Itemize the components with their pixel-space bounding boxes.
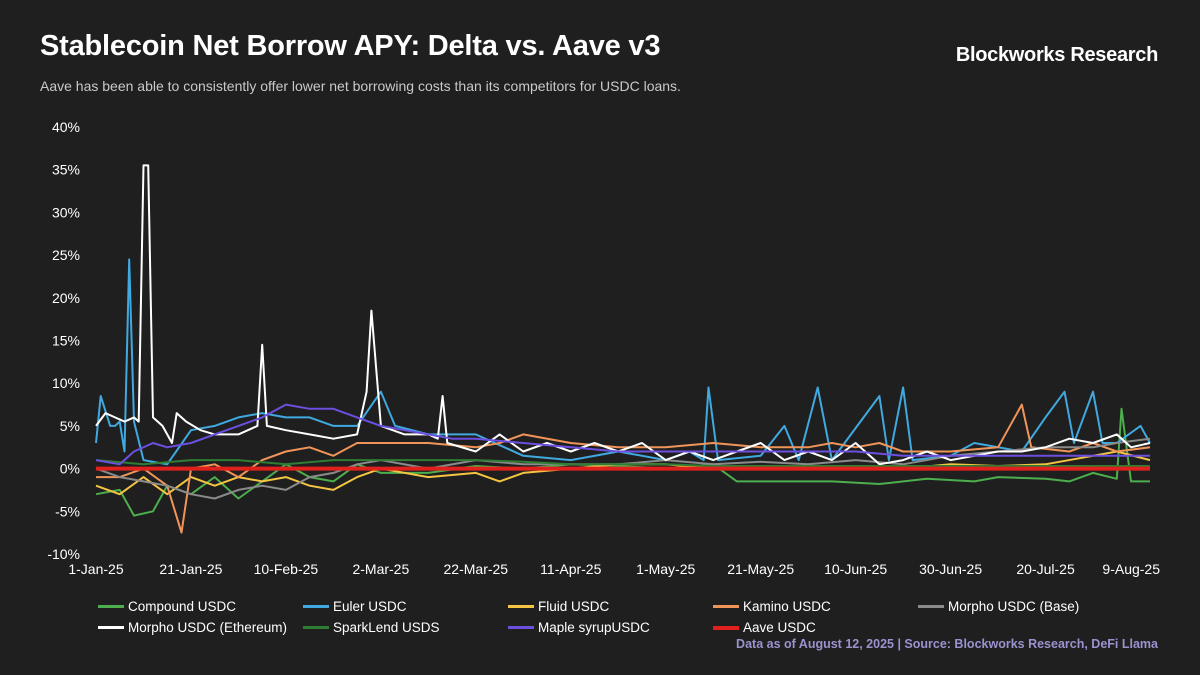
chart-title: Stablecoin Net Borrow APY: Delta vs. Aav…	[40, 30, 661, 62]
x-tick-label: 21-Jan-25	[159, 561, 222, 577]
legend-swatch	[98, 605, 124, 608]
line-chart: 40% 35% 30% 25% 20% 15% 10% 5% 0% -5% -10% 1-Jan-2…	[47, 119, 1160, 577]
x-tick-label: 21-May-25	[727, 561, 794, 577]
x-tick-label: 1-Jan-25	[68, 561, 123, 577]
x-tick-label: 1-May-25	[636, 561, 695, 577]
x-tick-label: 30-Jun-25	[919, 561, 982, 577]
legend: Compound USDC Euler USDC Fluid USDC Kamino …	[98, 598, 1198, 636]
y-tick-label: 40%	[52, 119, 80, 135]
legend-label: Euler USDC	[333, 599, 407, 614]
y-tick-label: -5%	[55, 503, 80, 519]
legend-swatch	[713, 625, 739, 630]
legend-item: Aave USDC	[713, 619, 918, 636]
legend-label: SparkLend USDS	[333, 620, 440, 635]
series-line-fluid-usdc	[95, 450, 1151, 496]
y-tick-label: 0%	[60, 461, 80, 477]
legend-item: Maple syrupUSDC	[508, 619, 713, 636]
x-tick-label: 10-Feb-25	[254, 561, 319, 577]
legend-item: Kamino USDC	[713, 598, 918, 615]
chart-subtitle: Aave has been able to consistently offer…	[40, 78, 681, 94]
legend-item: Morpho USDC (Base)	[918, 598, 1123, 615]
legend-item: Compound USDC	[98, 598, 303, 615]
legend-label: Aave USDC	[743, 620, 816, 635]
x-axis: 1-Jan-25 21-Jan-25 10-Feb-25 2-Mar-25 22-Mar…	[68, 561, 1160, 577]
y-tick-label: 5%	[60, 418, 80, 434]
x-tick-label: 20-Jul-25	[1016, 561, 1075, 577]
y-tick-label: 25%	[52, 247, 80, 263]
legend-label: Kamino USDC	[743, 599, 831, 614]
series-line-maple-syrupusdc	[95, 403, 1150, 466]
y-tick-label: 30%	[52, 204, 80, 220]
legend-swatch	[508, 626, 534, 629]
legend-swatch	[713, 605, 739, 608]
legend-item: SparkLend USDS	[303, 619, 508, 636]
x-tick-label: 11-Apr-25	[540, 561, 601, 577]
plot-area	[95, 164, 1151, 534]
y-tick-label: 15%	[52, 333, 80, 349]
series-line-sparklend-usds	[95, 459, 1150, 467]
legend-label: Maple syrupUSDC	[538, 620, 650, 635]
x-tick-label: 22-Mar-25	[444, 561, 509, 577]
legend-swatch	[918, 605, 944, 608]
y-tick-label: -10%	[47, 546, 80, 562]
legend-swatch	[508, 605, 534, 608]
legend-label: Fluid USDC	[538, 599, 610, 614]
legend-label: Morpho USDC (Ethereum)	[128, 620, 288, 635]
legend-swatch	[303, 626, 329, 629]
legend-swatch	[303, 605, 329, 608]
legend-label: Compound USDC	[128, 599, 237, 614]
legend-label: Morpho USDC (Base)	[948, 599, 1080, 614]
y-axis: 40% 35% 30% 25% 20% 15% 10% 5% 0% -5% -10%	[47, 119, 80, 562]
y-tick-label: 10%	[52, 375, 80, 391]
legend-item: Fluid USDC	[508, 598, 713, 615]
legend-swatch	[98, 626, 124, 629]
brand-logo-text: Blockworks Research	[955, 44, 1158, 66]
y-tick-label: 20%	[52, 290, 80, 306]
source-note: Data as of August 12, 2025 | Source: Blo…	[736, 637, 1158, 651]
series-line-morpho-usdc-ethereum	[95, 164, 1151, 466]
legend-item: Euler USDC	[303, 598, 508, 615]
y-tick-label: 35%	[52, 162, 80, 178]
x-tick-label: 9-Aug-25	[1102, 561, 1160, 577]
series-line-euler-usdc	[95, 258, 1151, 466]
x-tick-label: 2-Mar-25	[352, 561, 409, 577]
legend-item: Morpho USDC (Ethereum)	[98, 619, 303, 636]
series-line-kamino-usdc	[96, 403, 1151, 534]
x-tick-label: 10-Jun-25	[824, 561, 887, 577]
